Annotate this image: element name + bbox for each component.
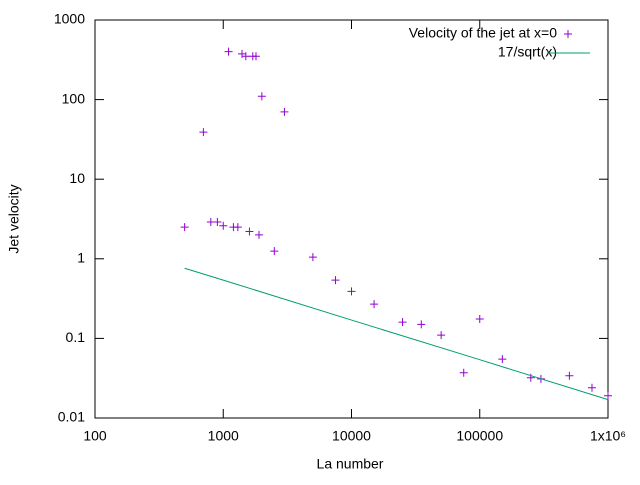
data-point: [199, 128, 208, 137]
data-point: [257, 92, 266, 101]
data-point: [459, 368, 468, 377]
y-tick-label: 1: [77, 250, 85, 266]
data-point: [587, 383, 596, 392]
y-tick-label: 0.1: [66, 329, 86, 345]
data-point: [255, 230, 263, 239]
y-axis-label: Jet velocity: [6, 184, 22, 253]
data-point: [370, 300, 379, 309]
data-point: [475, 315, 484, 324]
data-point: [604, 391, 612, 400]
data-point: [417, 320, 426, 329]
y-tick-label: 10: [69, 170, 85, 186]
data-point: [270, 247, 279, 256]
data-point: [498, 355, 507, 364]
data-point: [180, 223, 189, 232]
data-point: [280, 107, 289, 116]
data-point: [347, 287, 356, 296]
x-tick-label: 1x10⁶: [590, 428, 626, 444]
y-tick-label: 100: [62, 90, 86, 106]
x-tick-label: 1000: [208, 428, 239, 444]
data-point: [251, 52, 260, 61]
data-point: [224, 47, 233, 56]
data-point: [565, 371, 574, 380]
x-tick-label: 10000: [332, 428, 371, 444]
data-point: [241, 52, 250, 61]
legend-label: Velocity of the jet at x=0: [409, 25, 557, 41]
data-point: [213, 217, 222, 226]
data-point: [219, 221, 228, 230]
data-point: [245, 227, 254, 236]
y-tick-label: 1000: [54, 11, 85, 27]
x-tick-label: 100: [83, 428, 107, 444]
data-point: [308, 253, 317, 262]
data-point: [331, 276, 340, 285]
x-tick-label: 100000: [456, 428, 503, 444]
data-point: [233, 223, 242, 232]
series-line: [184, 267, 609, 401]
legend-label: 17/sqrt(x): [498, 44, 557, 60]
x-axis-label: La number: [317, 456, 384, 472]
data-point: [398, 318, 407, 327]
legend-swatch: [564, 30, 572, 38]
y-tick-label: 0.01: [58, 409, 85, 425]
plot-frame: [94, 19, 609, 419]
data-point: [437, 331, 446, 340]
